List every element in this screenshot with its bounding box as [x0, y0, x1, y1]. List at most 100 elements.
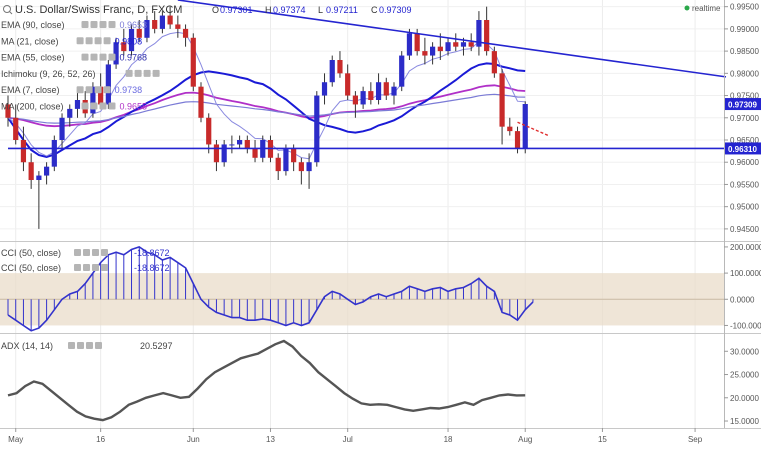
- legend-close-icon[interactable]: [101, 264, 108, 271]
- candle: [499, 68, 505, 145]
- legend-duplicate-icon[interactable]: [99, 102, 107, 110]
- legend-duplicate-icon[interactable]: [99, 53, 107, 61]
- candle: [375, 73, 382, 105]
- candle-body: [244, 140, 250, 149]
- legend-settings-icon[interactable]: [85, 37, 93, 45]
- realtime-status-icon: [684, 5, 690, 11]
- legend-eye-icon[interactable]: [125, 69, 133, 77]
- y-tick-label: 0.94500: [730, 225, 759, 234]
- collapse-icon-handle: [9, 11, 13, 15]
- candle-body: [430, 46, 436, 56]
- y-tick-label: 0.96500: [730, 136, 759, 145]
- legend-label[interactable]: Ichimoku (9, 26, 52, 26): [1, 69, 96, 79]
- candle: [391, 82, 397, 105]
- candle: [74, 91, 81, 118]
- legend-duplicate-icon[interactable]: [99, 21, 107, 28]
- ohlc-value: 0.97301: [220, 5, 253, 15]
- legend-close-icon[interactable]: [101, 249, 108, 256]
- candle: [507, 117, 513, 136]
- legend-close-icon[interactable]: [108, 21, 116, 28]
- legend-settings-icon[interactable]: [90, 102, 98, 110]
- candle: [90, 82, 96, 118]
- candle-body: [36, 175, 42, 180]
- candle: [383, 77, 389, 100]
- candle: [28, 153, 34, 189]
- legend-eye-icon[interactable]: [81, 102, 89, 110]
- candle: [175, 15, 181, 38]
- candle: [244, 135, 250, 154]
- legend-close-icon[interactable]: [103, 86, 111, 94]
- candle-body: [51, 140, 57, 167]
- legend-label[interactable]: EMA (90, close): [1, 20, 65, 30]
- legend-close-icon[interactable]: [103, 37, 111, 45]
- legend-duplicate-icon[interactable]: [94, 37, 102, 45]
- y-tick-label: 30.0000: [730, 347, 759, 356]
- candle-body: [375, 82, 382, 100]
- legend-settings-icon[interactable]: [85, 86, 93, 94]
- cci-legend-label[interactable]: CCI (50, close): [1, 248, 61, 258]
- legend-duplicate-icon[interactable]: [86, 342, 93, 349]
- candle-body: [152, 20, 158, 29]
- legend-value: 0.9808: [115, 36, 143, 46]
- legend-label[interactable]: MA (200, close): [1, 102, 64, 112]
- candle-body: [167, 15, 173, 25]
- ohlc-value: 0.97211: [326, 5, 358, 15]
- legend-label[interactable]: EMA (7, close): [1, 85, 60, 95]
- candle: [337, 51, 343, 78]
- candle: [306, 153, 312, 189]
- legend-value: 0.9653: [120, 20, 148, 30]
- current-price-badge: 0.97309: [728, 101, 757, 110]
- candle-body: [422, 51, 428, 56]
- legend-close-icon[interactable]: [108, 53, 116, 61]
- legend-duplicate-icon[interactable]: [94, 86, 102, 94]
- legend-label[interactable]: MA (21, close): [1, 36, 59, 46]
- candle: [329, 55, 335, 87]
- legend-label[interactable]: EMA (55, close): [1, 53, 65, 63]
- candle: [453, 33, 459, 52]
- legend-settings-icon[interactable]: [83, 249, 90, 256]
- candle-body: [190, 37, 196, 87]
- adx-legend-label[interactable]: ADX (14, 14): [1, 341, 53, 351]
- candle-body: [445, 42, 451, 52]
- cci-legend-label[interactable]: CCI (50, close): [1, 263, 61, 273]
- candle-body: [383, 82, 389, 96]
- legend-eye-icon[interactable]: [76, 86, 84, 94]
- candle-body: [499, 73, 505, 127]
- candle: [5, 95, 11, 127]
- legend-close-icon[interactable]: [108, 102, 116, 110]
- legend-eye-icon[interactable]: [74, 249, 81, 256]
- legend-close-icon[interactable]: [95, 342, 102, 349]
- candle-body: [128, 28, 135, 52]
- candle: [360, 86, 366, 109]
- legend-eye-icon[interactable]: [74, 264, 81, 271]
- collapse-icon[interactable]: [3, 5, 11, 13]
- y-tick-label: 0.96000: [730, 158, 759, 167]
- legend-eye-icon[interactable]: [81, 21, 89, 28]
- candle: [36, 171, 42, 229]
- candle-body: [468, 42, 474, 47]
- legend-close-icon[interactable]: [152, 69, 160, 77]
- legend-eye-icon[interactable]: [76, 37, 84, 45]
- legend-settings-icon[interactable]: [77, 342, 84, 349]
- legend-settings-icon[interactable]: [83, 264, 90, 271]
- candle: [159, 11, 165, 34]
- trendlines: [8, 0, 727, 150]
- legend-settings-icon[interactable]: [90, 53, 98, 61]
- ohlc-key: H: [265, 5, 272, 15]
- legend-eye-icon[interactable]: [81, 53, 89, 61]
- legend-settings-icon[interactable]: [90, 21, 98, 28]
- candle: [144, 15, 150, 43]
- y-tick-label: 100.0000: [730, 269, 761, 278]
- candle: [484, 6, 490, 56]
- legend-duplicate-icon[interactable]: [143, 69, 151, 77]
- legend-settings-icon[interactable]: [134, 69, 142, 77]
- ohlc-key: C: [371, 5, 378, 15]
- legend-duplicate-icon[interactable]: [92, 249, 99, 256]
- ema-55-line: [7, 84, 526, 128]
- legend-eye-icon[interactable]: [68, 342, 75, 349]
- adx-line: [7, 339, 526, 422]
- legend-duplicate-icon[interactable]: [92, 264, 99, 271]
